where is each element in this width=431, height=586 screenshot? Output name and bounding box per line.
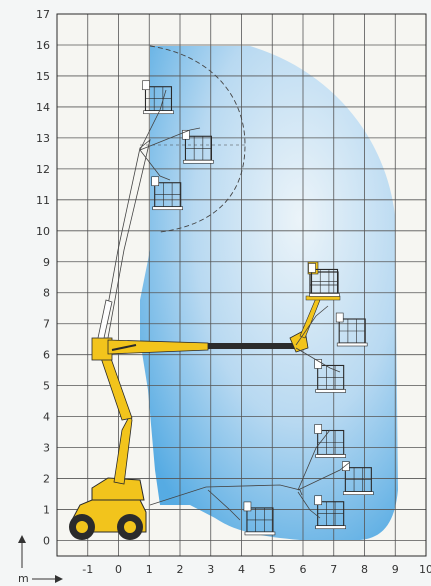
y-tick-label: 6: [43, 349, 50, 362]
grid-frame: [56, 13, 427, 557]
machine-counterweight: [91, 477, 145, 501]
ghost-boom-lines: [139, 89, 351, 521]
upper-rotation-arc: [149, 45, 246, 233]
y-tick-label: 13: [36, 132, 50, 145]
y-tick-label: 15: [36, 70, 50, 83]
y-tick-label: 3: [43, 442, 50, 455]
platform-outline: [243, 501, 276, 536]
x-tick-label: -1: [82, 563, 93, 576]
y-tick-label: 0: [43, 535, 50, 548]
boom-upper-cylinder: [97, 299, 113, 339]
x-tick-label: 4: [238, 563, 245, 576]
x-axis-ticks: -1 0 1 2 3 4 5 6 7 8 9 10: [82, 563, 431, 576]
boom-vertical-position: [101, 138, 151, 339]
y-tick-label: 4: [43, 411, 50, 424]
platform-outline: [342, 461, 374, 495]
y-tick-label: 2: [43, 473, 50, 486]
front-wheel-hub: [76, 521, 88, 533]
y-tick-label: 8: [43, 287, 50, 300]
lift-cylinder: [111, 344, 137, 351]
y-tick-label: 16: [36, 39, 50, 52]
platform-outline: [335, 312, 368, 347]
platform-outline: [314, 359, 346, 393]
x-tick-label: 1: [146, 563, 153, 576]
x-tick-label: 8: [361, 563, 368, 576]
y-tick-label: 5: [43, 380, 50, 393]
platform-outline: [151, 176, 183, 211]
y-tick-label: 17: [36, 8, 50, 21]
x-tick-label: 6: [300, 563, 307, 576]
y-tick-label: 14: [36, 101, 50, 114]
x-tick-label: 10: [419, 563, 431, 576]
y-tick-label: 10: [36, 225, 50, 238]
platform-outline: [308, 263, 340, 297]
telescopic-boom: [107, 339, 209, 355]
platform-outline: [314, 424, 346, 458]
x-tick-label: 0: [115, 563, 122, 576]
rear-wheel-hub: [124, 521, 136, 533]
ghost-lower-boom: [149, 484, 303, 506]
y-tick-label: 9: [43, 256, 50, 269]
x-tick-label: 3: [207, 563, 214, 576]
unit-indicator: m: [18, 535, 63, 585]
y-tick-label: 11: [36, 194, 50, 207]
y-tick-label: 7: [43, 318, 50, 331]
x-tick-label: 2: [177, 563, 184, 576]
platform-positions: [142, 80, 374, 536]
platform-outline: [182, 129, 214, 164]
y-tick-label: 1: [43, 504, 50, 517]
aerial-work-platform: [69, 138, 341, 540]
x-tick-label: 5: [269, 563, 276, 576]
x-tick-label: 7: [330, 563, 337, 576]
x-tick-label: 9: [392, 563, 399, 576]
telescopic-boom-extension: [208, 343, 298, 349]
y-tick-label: 12: [36, 163, 50, 176]
unit-label: m: [18, 572, 29, 585]
platform-outline: [314, 495, 346, 530]
